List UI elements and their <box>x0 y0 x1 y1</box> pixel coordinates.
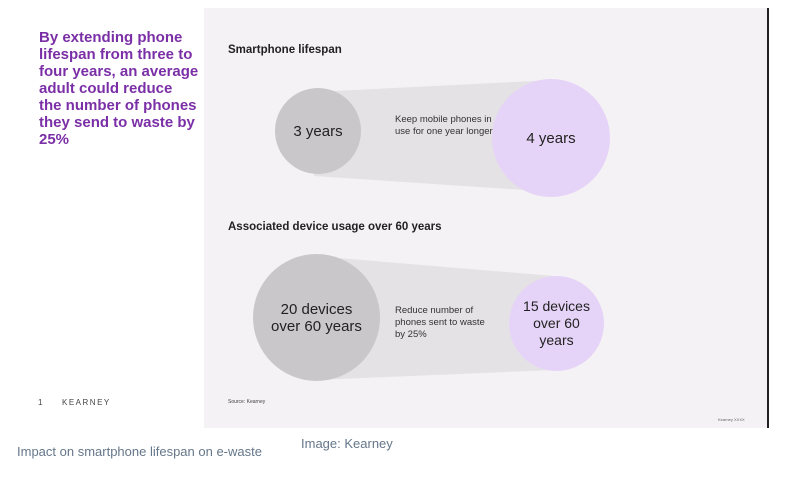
note-reduce-waste: Reduce number of phones sent to waste by… <box>395 305 485 340</box>
section-title-lifespan: Smartphone lifespan <box>228 44 342 56</box>
connector-cones <box>314 80 554 380</box>
circle-3-years: 3 years <box>275 88 361 174</box>
circle-20-devices: 20 devices over 60 years <box>253 254 380 381</box>
image-caption: Impact on smartphone lifespan on e-waste <box>17 444 262 459</box>
slide-edge <box>767 8 769 428</box>
corner-mark: Kearney XXXX <box>718 417 745 422</box>
page-number: 1 <box>38 398 43 407</box>
lifespan-cone <box>314 80 554 192</box>
circle-15-devices: 15 devices over 60 years <box>509 276 604 371</box>
circle-3-years-label: 3 years <box>293 122 343 140</box>
circle-20-devices-label: 20 devices over 60 years <box>271 300 362 335</box>
note-keep-longer: Keep mobile phones in use for one year l… <box>395 114 493 137</box>
brand-logo: KEARNEY <box>62 398 111 407</box>
source-note: Source: Kearney <box>228 399 266 405</box>
image-credit: Image: Kearney <box>301 436 393 451</box>
usage-cone <box>314 256 554 380</box>
section-title-usage: Associated device usage over 60 years <box>228 221 442 233</box>
headline: By extending phone lifespan from three t… <box>39 29 199 148</box>
circle-4-years-label: 4 years <box>526 129 576 147</box>
left-panel: By extending phone lifespan from three t… <box>0 0 204 428</box>
slide: By extending phone lifespan from three t… <box>0 0 769 428</box>
diagram-panel: Smartphone lifespan 3 years Keep mobile … <box>204 8 768 428</box>
circle-4-years: 4 years <box>492 79 610 197</box>
circle-15-devices-label: 15 devices over 60 years <box>523 298 590 348</box>
